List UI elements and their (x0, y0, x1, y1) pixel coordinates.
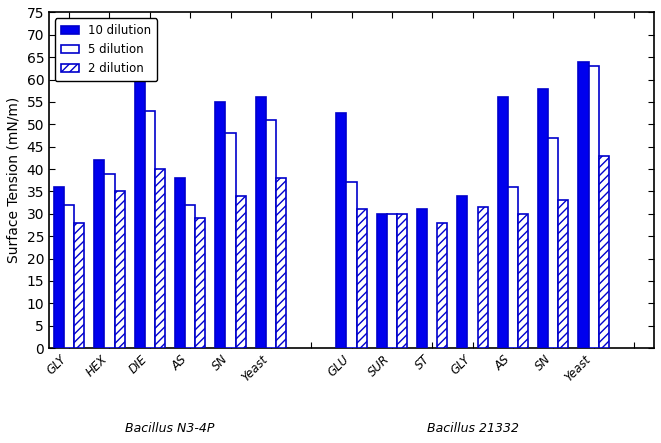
Bar (54, 187, 64, 348)
Bar (588, 66, 599, 348)
Bar (508, 187, 518, 348)
Bar (548, 138, 559, 348)
Bar (114, 191, 125, 348)
Bar (235, 196, 246, 348)
Bar (559, 200, 568, 348)
Bar (578, 62, 588, 348)
Bar (387, 214, 397, 348)
Bar (175, 178, 185, 348)
Bar (145, 111, 155, 348)
Bar (225, 133, 235, 348)
Bar (64, 205, 74, 348)
Y-axis label: Surface Tension (mN/m): Surface Tension (mN/m) (7, 97, 21, 263)
Bar (599, 155, 609, 348)
Bar (336, 113, 346, 348)
Bar (518, 214, 528, 348)
Bar (457, 196, 467, 348)
Bar (185, 205, 195, 348)
Bar (104, 174, 114, 348)
Text: Bacillus N3-4P: Bacillus N3-4P (126, 422, 215, 435)
Bar (256, 97, 266, 348)
Bar (266, 120, 276, 348)
Bar (478, 207, 488, 348)
Bar (215, 102, 225, 348)
Bar (346, 183, 356, 348)
Bar (95, 160, 104, 348)
Bar (276, 178, 286, 348)
Bar (74, 223, 85, 348)
Bar (417, 209, 427, 348)
Bar (437, 223, 447, 348)
Text: Bacillus 21332: Bacillus 21332 (426, 422, 518, 435)
Legend: 10 dilution, 5 dilution, 2 dilution: 10 dilution, 5 dilution, 2 dilution (55, 18, 157, 81)
Bar (135, 80, 145, 348)
Bar (498, 97, 508, 348)
Bar (356, 209, 367, 348)
Bar (377, 214, 387, 348)
Bar (155, 169, 165, 348)
Bar (538, 89, 548, 348)
Bar (195, 218, 206, 348)
Bar (397, 214, 407, 348)
